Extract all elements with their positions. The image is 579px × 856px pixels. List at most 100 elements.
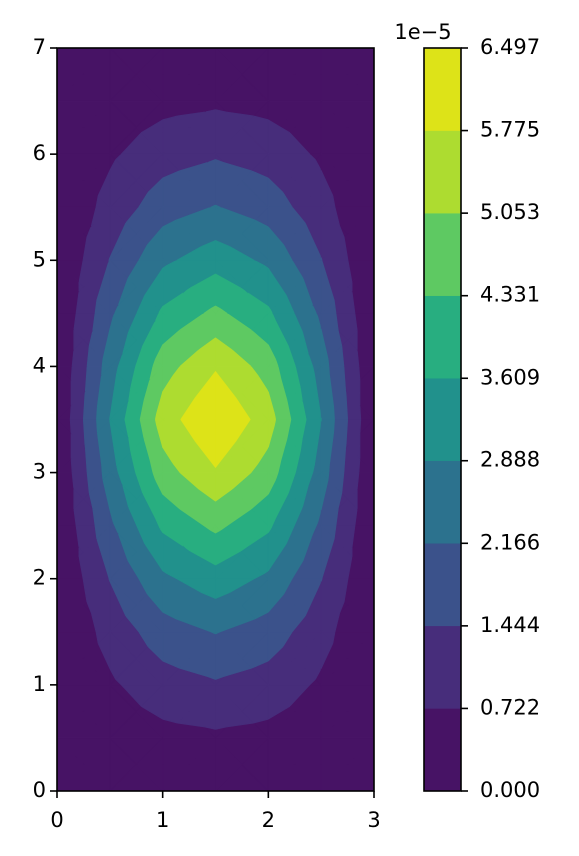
contour-fill bbox=[109, 100, 137, 155]
y-tick-label: 1 bbox=[33, 672, 46, 696]
contour-fill bbox=[162, 419, 190, 464]
colorbar-band bbox=[423, 378, 462, 461]
contour-fill bbox=[215, 525, 221, 534]
contour-fill bbox=[267, 47, 296, 102]
contour-fill bbox=[162, 737, 190, 792]
contour-fill bbox=[162, 264, 190, 307]
colorbar-tick-label: 4.331 bbox=[480, 283, 540, 307]
contour-fill bbox=[267, 366, 288, 414]
contour-fill bbox=[267, 344, 276, 367]
contour-fill bbox=[215, 371, 237, 420]
contour-fill bbox=[118, 533, 137, 561]
contour-fill bbox=[215, 472, 233, 502]
contour-fill bbox=[267, 306, 272, 314]
y-tick-label: 5 bbox=[33, 247, 46, 271]
y-tick-label: 6 bbox=[33, 141, 46, 165]
colorbar-offset-label: 1e−5 bbox=[394, 20, 451, 44]
contour-fill bbox=[320, 631, 334, 670]
axes-layer: 0 1 2 3 0 1 2 3 4 5 6 7 bbox=[33, 35, 381, 832]
contour-fill bbox=[78, 547, 84, 558]
contour-fill bbox=[162, 47, 190, 102]
contour-fill bbox=[122, 331, 137, 354]
colorbar-band bbox=[423, 47, 462, 131]
y-tick-label: 7 bbox=[33, 35, 46, 59]
contour-fill bbox=[215, 305, 221, 314]
contour-fill bbox=[162, 631, 190, 669]
contour-fill bbox=[215, 684, 243, 730]
x-tick-label: 1 bbox=[156, 808, 169, 832]
contour-fill bbox=[267, 226, 285, 261]
contour-fill bbox=[109, 684, 137, 739]
contour-fill bbox=[320, 206, 345, 260]
contour-fill bbox=[73, 329, 84, 350]
colorbar-band bbox=[423, 708, 462, 792]
colorbar-band bbox=[423, 295, 462, 379]
contour-fill bbox=[109, 737, 137, 792]
contour-fill bbox=[109, 222, 137, 261]
contour-fill bbox=[109, 159, 137, 208]
colorbar-band bbox=[423, 543, 462, 627]
contour-fill bbox=[215, 47, 243, 102]
contour-fill bbox=[267, 419, 275, 448]
contour-fill bbox=[267, 119, 291, 155]
contour-fill bbox=[267, 578, 285, 613]
contour-fill bbox=[267, 684, 291, 720]
contour-fill bbox=[118, 278, 137, 306]
colorbar-band bbox=[423, 212, 462, 296]
contour-fill bbox=[215, 737, 243, 792]
contour-fill bbox=[109, 631, 137, 680]
colorbar-tick-label: 5.775 bbox=[480, 118, 540, 142]
colorbar: 0.000 0.722 1.444 2.166 2.888 3.609 4.331 5.053… bbox=[423, 35, 540, 802]
contour-fill bbox=[267, 391, 275, 420]
contour-fill bbox=[162, 375, 190, 420]
contour-fill bbox=[162, 578, 190, 620]
contour-fill bbox=[162, 472, 190, 510]
contour-fill bbox=[320, 525, 335, 580]
contour-fill bbox=[267, 472, 276, 495]
contour-fill bbox=[267, 631, 284, 662]
contour-fill bbox=[267, 177, 284, 208]
colorbar-tick-label: 2.166 bbox=[480, 530, 540, 554]
colorbar-tick-label: 2.888 bbox=[480, 448, 540, 472]
contour-fill bbox=[162, 219, 190, 261]
colorbar-band bbox=[423, 625, 462, 709]
contour-fill bbox=[320, 578, 323, 582]
contour-fill bbox=[215, 578, 230, 599]
contour-fill bbox=[70, 433, 84, 459]
x-tick-label: 0 bbox=[50, 808, 63, 832]
colorbar-tick-label: 3.609 bbox=[480, 365, 540, 389]
contour-fill bbox=[215, 240, 230, 261]
y-tick-label: 3 bbox=[33, 460, 46, 484]
contour-fill bbox=[109, 47, 137, 102]
contour-fill bbox=[320, 313, 343, 360]
colorbar-tick-label: 6.497 bbox=[480, 35, 540, 59]
contour-fill bbox=[320, 737, 348, 792]
contour-fill bbox=[215, 631, 218, 635]
contour-fill bbox=[162, 525, 184, 547]
contour-fill bbox=[162, 115, 190, 155]
contour-fill bbox=[78, 281, 84, 292]
contour-fill bbox=[267, 525, 272, 533]
contour-fill bbox=[128, 387, 137, 401]
contour-fill bbox=[320, 169, 334, 208]
contour-fill bbox=[320, 259, 335, 314]
contour-fill bbox=[162, 170, 190, 208]
contour-fill bbox=[109, 578, 137, 617]
colorbar-tick-label: 1.444 bbox=[480, 613, 540, 637]
contour-fill bbox=[109, 419, 132, 467]
contour-fill bbox=[215, 109, 243, 155]
x-tick-label: 3 bbox=[367, 808, 380, 832]
contour-fill bbox=[320, 328, 329, 367]
contour-fill bbox=[320, 366, 335, 420]
contour-fill bbox=[70, 380, 84, 406]
plot-frame bbox=[56, 47, 375, 792]
contour-fill bbox=[162, 329, 190, 367]
y-tick-label: 4 bbox=[33, 353, 46, 377]
colorbar-tick-label: 5.053 bbox=[480, 200, 540, 224]
y-tick-label: 0 bbox=[33, 778, 46, 802]
contour-layer bbox=[56, 47, 375, 792]
contour-fill bbox=[215, 204, 218, 208]
contour-fill bbox=[320, 100, 348, 155]
